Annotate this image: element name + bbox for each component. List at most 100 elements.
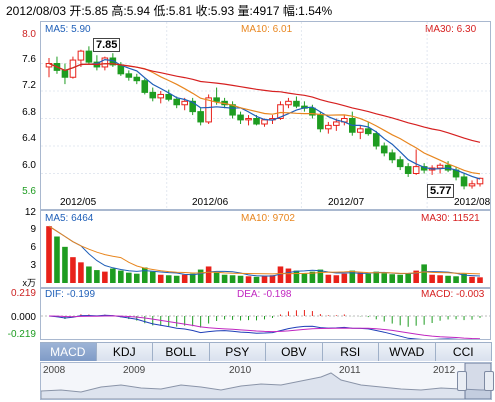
volume-bar [437,275,443,283]
volume-bar [86,266,92,283]
volume-bar [421,264,427,283]
volume-bar [477,277,483,283]
volume-bar [237,275,244,283]
tab-rsi[interactable]: RSI [322,343,379,361]
candle-body [468,183,476,187]
volume-bar [102,271,108,283]
tab-kdj[interactable]: KDJ [96,343,153,361]
indicator-tabs: MACD KDJ BOLL PSY OBV RSI WVAD CCI [40,342,492,361]
volume-bar [365,273,372,283]
volume-bar [78,262,84,283]
volume-y-axis: 12 9 6 3 x万 [0,207,38,288]
vol-ma5-line [48,225,481,277]
candle-body [197,111,204,123]
tab-obv[interactable]: OBV [266,343,323,361]
volume-bar [445,275,451,283]
ma5-label: MA5: 5.90 [45,24,91,35]
volume-bar [221,274,228,283]
y-tick: 7.2 [22,80,36,91]
candle-body [356,128,364,133]
y-tick: 6.8 [22,107,36,118]
volume-bar [413,270,419,283]
volume-bar [94,270,100,283]
nav-year: 2008 [43,365,66,376]
candle-body [285,100,292,106]
volume-bar [189,273,196,283]
candle-body [372,133,380,147]
y-tick: 6.0 [22,160,36,171]
ma10-label: MA10: 6.01 [241,24,293,35]
tab-wvad[interactable]: WVAD [379,343,436,361]
candle-body [309,107,316,116]
volume-bar [293,270,300,283]
price-chart-panel[interactable]: MA5: 5.90 MA10: 6.01 MA30: 6.30 7.85 5.7… [40,21,491,210]
volume-bar [285,268,292,283]
nav-year: 2010 [229,365,252,376]
tab-cci[interactable]: CCI [435,343,492,361]
nav-year: 2009 [123,365,146,376]
candle-body [101,57,109,68]
candle-body [61,69,69,78]
navigator-right-handle[interactable] [484,371,494,391]
tab-macd[interactable]: MACD [40,343,97,361]
ma30-label: MA30: 6.30 [425,24,477,35]
dea-line [48,315,481,339]
volume-bar [118,270,124,283]
volume-bar [205,266,212,283]
volume-unit: x万 [22,278,36,288]
candle-body [277,104,284,119]
tab-boll[interactable]: BOLL [153,343,210,361]
ma5-line [48,58,481,180]
candle-body [237,114,244,121]
y-tick: 9 [30,224,36,235]
y-tick: 7.6 [22,54,36,65]
volume-chart-panel[interactable]: MA5: 6464 MA10: 9702 MA30: 11521 [40,210,491,288]
volume-bar [70,257,76,283]
candle-body [253,118,260,125]
candle-body [412,166,420,174]
candle-body [205,97,212,123]
dif-line [48,314,459,339]
time-range-navigator[interactable]: 2008 2009 2010 2011 2012 [40,362,494,400]
candlestick-chart [41,22,490,209]
y-tick: 0.219 [10,288,36,299]
volume-bar [277,266,284,283]
nav-year: 2012 [433,365,456,376]
candle-body [333,121,340,126]
navigator-left-handle[interactable] [457,371,467,391]
candle-body [293,100,300,107]
volume-bar [341,273,348,283]
volume-bar [62,246,68,283]
tab-psy[interactable]: PSY [209,343,266,361]
price-x-axis: 2012/05 2012/06 2012/07 2012/08 [40,197,492,210]
volume-bar [453,276,459,283]
navigator-overview-line [41,363,491,399]
x-tick: 2012/05 [60,197,97,208]
volume-bar [126,272,132,283]
candle-body [396,159,404,168]
ma30-line [48,62,481,143]
volume-bar [381,273,388,283]
candle-body [261,119,268,125]
volume-bar [261,275,268,283]
volume-bar [333,275,340,283]
candle-body [77,50,85,61]
volume-bar [397,274,403,283]
candle-body [476,177,484,185]
macd-chart-panel[interactable]: DIF: -0.199 DEA: -0.198 MACD: -0.003 [40,288,491,340]
nav-year: 2011 [339,365,361,376]
volume-bar [349,270,356,283]
candle-body [317,114,324,130]
candle-body [189,100,196,113]
y-tick: 3 [30,260,36,271]
high-price-marker: 7.85 [93,38,121,52]
candle-body [173,98,180,106]
volume-bar [461,273,467,283]
candle-body [133,76,141,82]
volume-bar [253,276,260,283]
candle-body [181,100,188,106]
candle-body [245,118,252,121]
y-tick: 12 [24,207,36,218]
candle-body [325,124,332,130]
volume-bar [165,275,172,283]
